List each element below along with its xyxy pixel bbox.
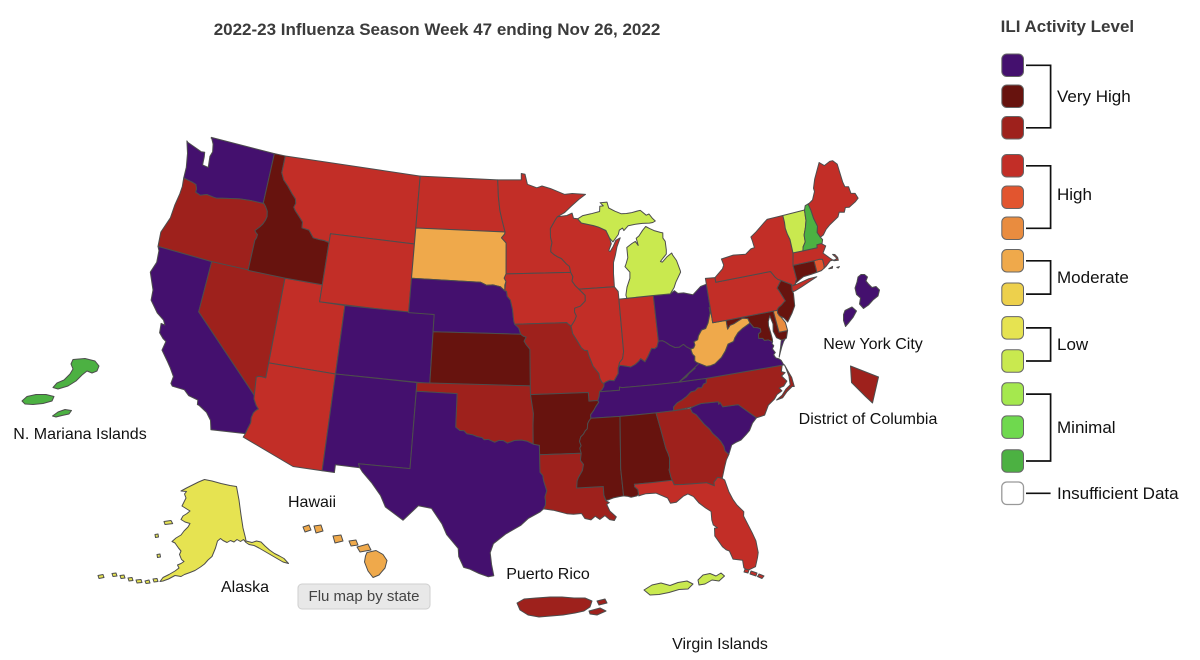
svg-text:High: High [1057,185,1092,204]
svg-text:Minimal: Minimal [1057,418,1116,437]
svg-text:Hawaii: Hawaii [288,494,336,511]
svg-text:N. Mariana Islands: N. Mariana Islands [13,426,146,443]
svg-text:Low: Low [1057,335,1089,354]
svg-text:Very High: Very High [1057,87,1131,106]
svg-text:Virgin Islands: Virgin Islands [672,636,768,653]
svg-text:District of Columbia: District of Columbia [799,411,938,428]
svg-text:Puerto Rico: Puerto Rico [506,566,590,583]
svg-text:Alaska: Alaska [221,579,269,596]
svg-text:Insufficient Data: Insufficient Data [1057,484,1179,503]
svg-text:Flu map by state: Flu map by state [309,588,420,605]
svg-text:2022-23 Influenza Season Week: 2022-23 Influenza Season Week 47 ending … [214,20,661,39]
svg-text:ILI Activity Level: ILI Activity Level [1001,17,1135,36]
svg-text:Moderate: Moderate [1057,268,1129,287]
svg-text:New York City: New York City [823,336,923,353]
